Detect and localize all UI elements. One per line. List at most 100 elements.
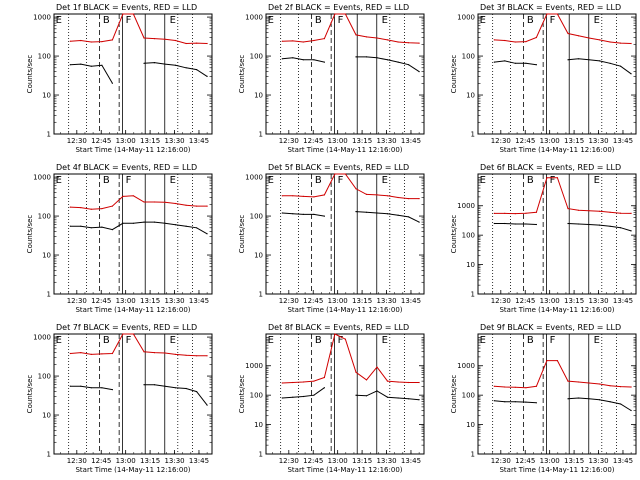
- period-marker: F: [126, 15, 132, 26]
- data-point: [525, 223, 527, 225]
- data-point: [69, 352, 71, 355]
- chart-title: Det 2f BLACK = Events, RED = LLD: [268, 3, 409, 12]
- y-tick-label: 10: [466, 92, 475, 100]
- y-tick-label: 1000: [245, 174, 263, 182]
- data-point: [302, 395, 304, 398]
- x-tick-label: 13:30: [164, 297, 184, 305]
- series-line-events: [494, 223, 632, 232]
- period-marker: F: [126, 175, 132, 186]
- data-point: [408, 198, 410, 200]
- data-point: [174, 353, 177, 355]
- period-marker: F: [550, 175, 556, 186]
- data-point: [196, 355, 198, 357]
- y-tick-label: 10: [254, 92, 263, 100]
- period-marker: F: [550, 335, 556, 346]
- data-point: [206, 42, 208, 45]
- chart-title: Det 8f BLACK = Events, RED = LLD: [268, 323, 409, 332]
- data-point: [344, 173, 346, 175]
- y-tick-label: 10: [254, 252, 263, 260]
- data-point: [556, 13, 559, 15]
- x-axis-label: Start Time (14-May-11 12:16:00): [287, 306, 402, 314]
- data-point: [90, 227, 92, 229]
- data-point: [122, 333, 124, 335]
- data-point: [567, 398, 569, 400]
- series-line-lld: [282, 173, 420, 200]
- x-tick-label: 13:15: [564, 457, 584, 465]
- series-line-lld: [494, 360, 632, 389]
- data-point: [302, 41, 304, 43]
- data-point: [69, 225, 71, 227]
- data-point: [323, 38, 325, 40]
- data-point: [206, 404, 208, 406]
- y-tick-label: 100: [462, 53, 475, 61]
- period-marker: E: [594, 15, 600, 26]
- data-point: [185, 204, 187, 206]
- data-point: [313, 39, 315, 42]
- data-point: [609, 401, 611, 403]
- period-marker: B: [103, 335, 110, 346]
- chart-panel-6: Det 6f BLACK = Events, RED = LLD 1 10 100 10…: [450, 163, 637, 314]
- data-point: [185, 225, 187, 227]
- data-point: [174, 39, 177, 42]
- data-point: [514, 401, 516, 403]
- data-point: [577, 35, 580, 37]
- plot-frame: [477, 173, 637, 295]
- series-line-lld: [494, 177, 632, 215]
- data-point: [90, 65, 92, 67]
- period-marker: B: [527, 15, 534, 26]
- data-point: [493, 222, 495, 225]
- y-axis-label: Counts/sec: [450, 375, 458, 414]
- x-axis-label: Start Time (14-May-11 12:16:00): [499, 306, 614, 314]
- data-point: [588, 59, 590, 61]
- y-tick-label: 100: [250, 213, 263, 221]
- x-tick-label: 13:45: [189, 297, 209, 305]
- data-point: [153, 352, 156, 354]
- x-tick-label: 13:30: [588, 297, 608, 305]
- period-marker: F: [338, 175, 344, 186]
- data-point: [598, 39, 601, 41]
- x-tick-label: 12:45: [91, 457, 111, 465]
- data-point: [535, 223, 538, 226]
- data-point: [567, 32, 569, 35]
- data-point: [525, 401, 527, 403]
- data-point: [376, 37, 378, 39]
- data-point: [292, 195, 294, 197]
- y-tick-label: 1: [47, 291, 51, 299]
- period-marker: E: [382, 15, 388, 26]
- x-axis-label: Start Time (14-May-11 12:16:00): [75, 306, 190, 314]
- data-point: [355, 188, 357, 190]
- data-point: [504, 60, 506, 62]
- x-tick-label: 12:30: [279, 137, 299, 145]
- period-marker: E: [56, 335, 62, 346]
- x-tick-label: 13:45: [613, 297, 633, 305]
- data-point: [493, 61, 495, 63]
- plot-frame: [53, 333, 213, 455]
- data-point: [206, 75, 208, 77]
- data-point: [122, 13, 124, 15]
- data-point: [196, 205, 198, 207]
- data-point: [281, 195, 283, 197]
- data-point: [546, 13, 548, 15]
- data-point: [535, 36, 538, 39]
- x-tick-label: 13:00: [540, 137, 560, 145]
- data-point: [132, 195, 134, 197]
- y-axis-label: Counts/sec: [238, 375, 246, 414]
- chart-title: Det 7f BLACK = Events, RED = LLD: [56, 323, 197, 332]
- data-point: [196, 227, 198, 229]
- data-point: [196, 42, 198, 44]
- data-point: [344, 338, 346, 340]
- x-tick-label: 13:15: [140, 457, 160, 465]
- data-point: [397, 397, 399, 399]
- data-point: [504, 386, 506, 388]
- y-axis-label: Counts/sec: [26, 375, 34, 414]
- y-tick-label: 100: [38, 213, 51, 221]
- period-marker: B: [315, 335, 322, 346]
- data-point: [504, 212, 506, 214]
- y-tick-label: 1000: [457, 202, 475, 210]
- x-axis-label: Start Time (14-May-11 12:16:00): [75, 466, 190, 474]
- data-point: [365, 395, 368, 397]
- data-point: [111, 229, 113, 231]
- y-tick-label: 100: [462, 392, 475, 400]
- x-axis-label: Start Time (14-May-11 12:16:00): [287, 146, 402, 154]
- data-point: [630, 73, 632, 75]
